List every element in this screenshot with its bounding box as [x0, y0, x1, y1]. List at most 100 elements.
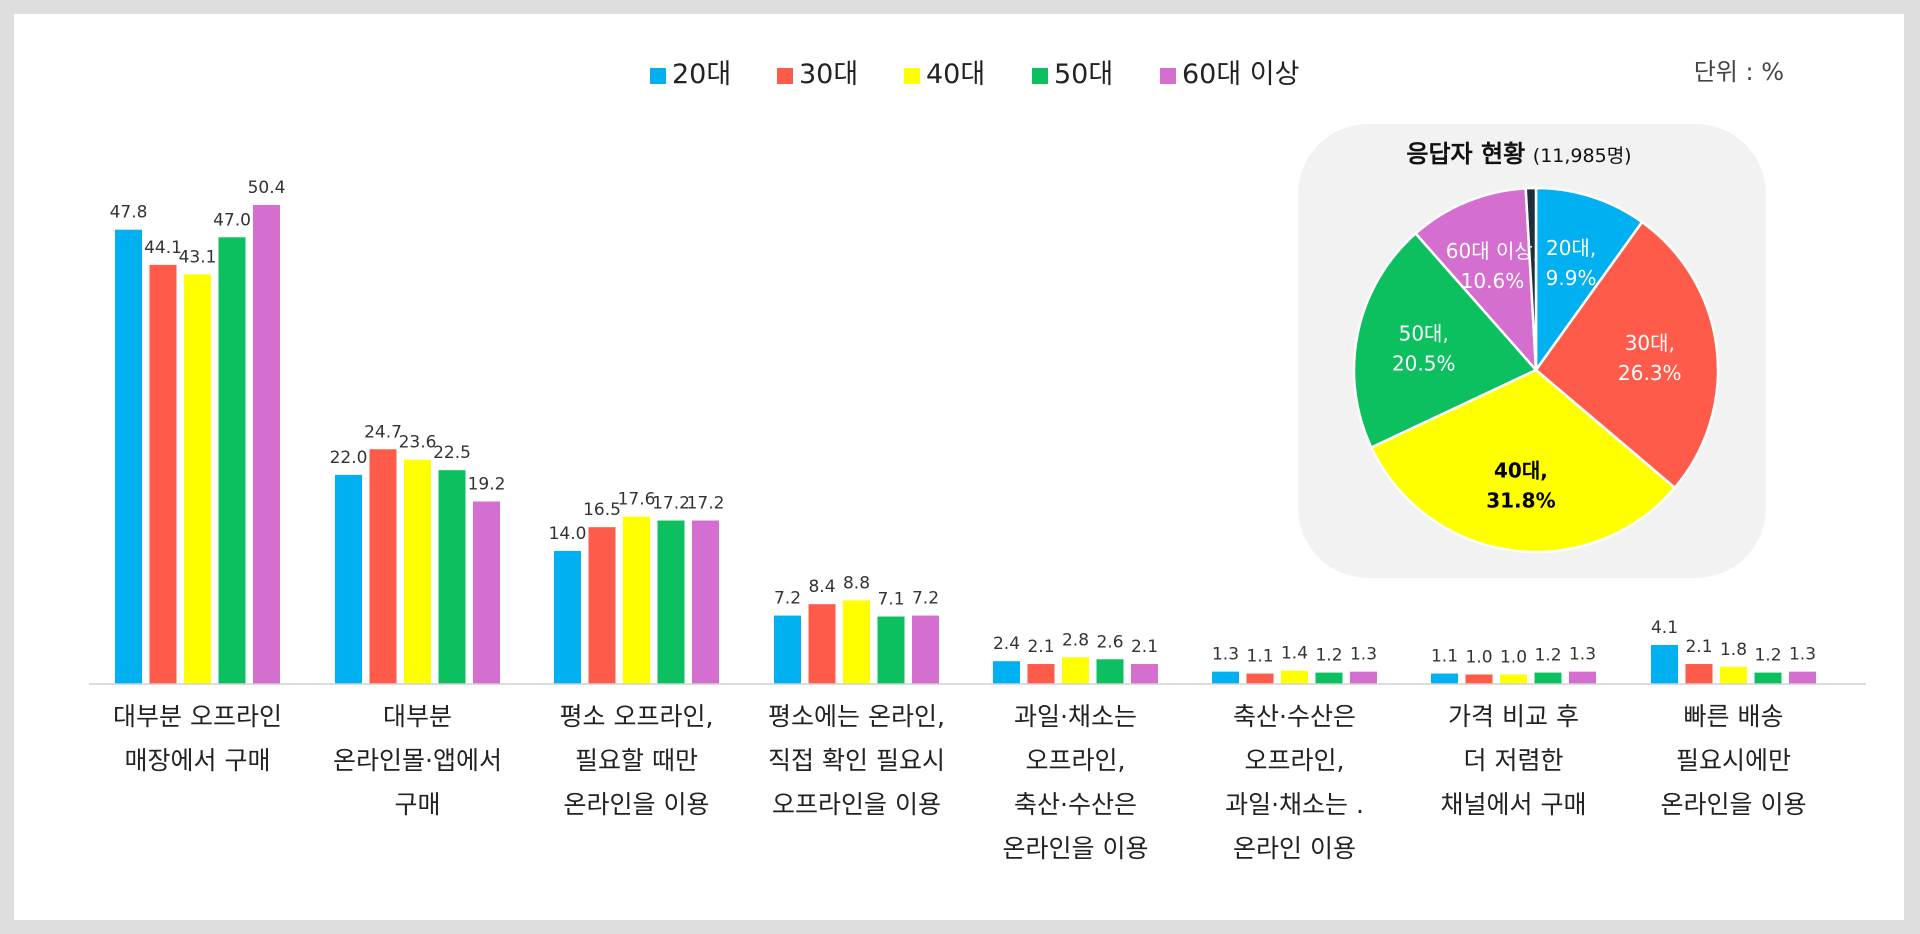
bar-6-3	[1534, 672, 1562, 684]
bar-7-1	[1685, 664, 1713, 684]
category-label-3-2: 오프라인을 이용	[772, 790, 941, 819]
bar-5-1	[1246, 673, 1274, 684]
category-label-5-1: 오프라인,	[1245, 746, 1345, 775]
bar-6-2	[1500, 674, 1527, 684]
bar-value-label-5-0: 1.3	[1212, 645, 1239, 665]
bar-0-3	[218, 237, 246, 685]
pie-chart: 20대, 9.9% 30대, 26.3% 40대, 31.8% 50대, 20.5% 60대 이…	[1352, 186, 1720, 554]
pie-label-1: 30대,	[1625, 331, 1675, 355]
pie-pct-label-3: 20.5%	[1392, 352, 1456, 376]
bar-3-3	[877, 616, 905, 684]
bar-value-label-7-1: 2.1	[1685, 637, 1712, 657]
pie-pct-label-0: 9.9%	[1546, 266, 1597, 290]
bar-7-0	[1651, 645, 1678, 684]
bar-6-0	[1431, 673, 1458, 684]
pie-slice-0	[1534, 186, 1644, 374]
bar-value-label-0-2: 43.1	[179, 247, 217, 267]
bar-value-label-5-4: 1.3	[1350, 645, 1377, 665]
chart-canvas: 20대 30대 40대 50대 60대 이상 단위 : % 47.8 44.1 43.1 47…	[14, 14, 1904, 920]
bar-value-label-6-0: 1.1	[1431, 647, 1458, 667]
bar-value-label-1-4: 19.2	[468, 475, 506, 495]
unit-label: 단위 : %	[1694, 58, 1784, 86]
bar-value-label-3-1: 8.4	[808, 577, 835, 597]
bar-2-3	[657, 520, 685, 684]
pie-label-4: 60대 이상,	[1446, 239, 1539, 263]
category-label-6-1: 더 저렴한	[1464, 746, 1564, 775]
bar-value-label-7-0: 4.1	[1651, 618, 1678, 638]
bar-0-4	[253, 205, 280, 684]
bar-5-0	[1212, 671, 1239, 684]
bar-value-label-1-0: 22.0	[330, 448, 368, 468]
legend-swatch-4	[1160, 68, 1176, 84]
bar-value-label-7-4: 1.3	[1789, 645, 1816, 665]
category-label-4-2: 축산·수산은	[1014, 790, 1137, 819]
chart-svg: 20대 30대 40대 50대 60대 이상 단위 : % 47.844.143.147…	[89, 58, 1866, 863]
bar-value-label-0-1: 44.1	[144, 238, 182, 258]
pie-title-sub: (11,985명)	[1533, 145, 1632, 167]
bar-chart: 47.8 44.143.1 47.0 50.4 22.0 24.723.622.5 19.2…	[110, 178, 1816, 685]
bar-3-2	[843, 600, 870, 684]
bar-value-label-1-1: 24.7	[364, 422, 402, 442]
bar-5-3	[1315, 672, 1343, 684]
bar-3-0	[774, 615, 801, 684]
category-label-2-0: 평소 오프라인,	[560, 702, 714, 731]
category-label-4-1: 오프라인,	[1026, 746, 1126, 775]
pie-slice-2	[1369, 368, 1677, 554]
bar-6-4	[1569, 671, 1596, 684]
category-label-5-3: 온라인 이용	[1233, 834, 1356, 863]
bar-2-1	[588, 527, 616, 684]
pie-label-3: 50대,	[1399, 322, 1449, 346]
category-label-5-0: 축산·수산은	[1233, 702, 1356, 731]
category-label-4-0: 과일·채소는	[1014, 702, 1137, 731]
bar-value-label-4-4: 2.1	[1131, 637, 1158, 657]
bar-3-1	[808, 604, 836, 684]
bar-value-label-2-1: 16.5	[583, 500, 621, 520]
category-label-1-1: 온라인몰·앱에서	[333, 746, 502, 775]
category-label-3-0: 평소에는 온라인,	[768, 702, 945, 731]
bar-0-2	[184, 274, 211, 684]
bar-4-0	[993, 661, 1020, 684]
bar-value-label-5-1: 1.1	[1246, 647, 1273, 667]
category-label-3-1: 직접 확인 필요시	[768, 746, 945, 775]
bar-4-3	[1096, 659, 1124, 684]
bar-value-label-7-3: 1.2	[1754, 646, 1781, 666]
bar-value-label-3-2: 8.8	[843, 573, 870, 593]
bar-value-label-4-2: 2.8	[1062, 630, 1089, 650]
bar-value-label-4-1: 2.1	[1027, 637, 1054, 657]
bar-value-label-3-3: 7.1	[877, 590, 904, 610]
pie-slice-3	[1352, 231, 1539, 450]
bar-0-0	[115, 229, 142, 684]
legend-label-3: 50대	[1054, 59, 1113, 90]
category-label-7-1: 필요시에만	[1676, 746, 1791, 775]
pie-slice-5	[1524, 186, 1538, 371]
pie-slice-4	[1413, 186, 1538, 374]
bar-1-3	[438, 470, 466, 684]
bar-value-label-0-3: 47.0	[213, 210, 251, 230]
category-label-2-1: 필요할 때만	[575, 746, 698, 775]
bar-4-1	[1027, 664, 1055, 684]
legend-swatch-1	[777, 68, 793, 84]
bar-7-2	[1720, 666, 1747, 684]
legend-label-0: 20대	[672, 59, 731, 90]
bar-2-2	[623, 516, 650, 684]
bar-value-label-2-2: 17.6	[618, 490, 656, 510]
legend: 20대 30대 40대 50대 60대 이상	[650, 59, 1299, 90]
category-label-4-3: 온라인을 이용	[1003, 834, 1149, 863]
category-label-5-2: 과일·채소는 .	[1225, 790, 1364, 819]
bar-5-4	[1350, 671, 1377, 684]
bar-value-label-3-0: 7.2	[774, 589, 801, 609]
category-label-6-2: 채널에서 구매	[1441, 790, 1587, 819]
bar-value-label-1-2: 23.6	[399, 433, 437, 453]
pie-pct-label-2: 31.8%	[1486, 489, 1555, 513]
bar-value-label-6-1: 1.0	[1465, 647, 1492, 667]
bar-value-label-6-3: 1.2	[1534, 646, 1561, 666]
bar-value-label-7-2: 1.8	[1720, 640, 1747, 660]
bar-value-label-6-2: 1.0	[1500, 647, 1527, 667]
bar-7-3	[1754, 672, 1782, 684]
bar-value-label-3-4: 7.2	[912, 589, 939, 609]
category-label-7-0: 빠른 배송	[1684, 702, 1784, 731]
pie-title: 응답자 현황 (11,985명)	[1406, 140, 1631, 168]
bar-0-1	[149, 264, 177, 684]
legend-label-4: 60대 이상	[1182, 59, 1299, 90]
